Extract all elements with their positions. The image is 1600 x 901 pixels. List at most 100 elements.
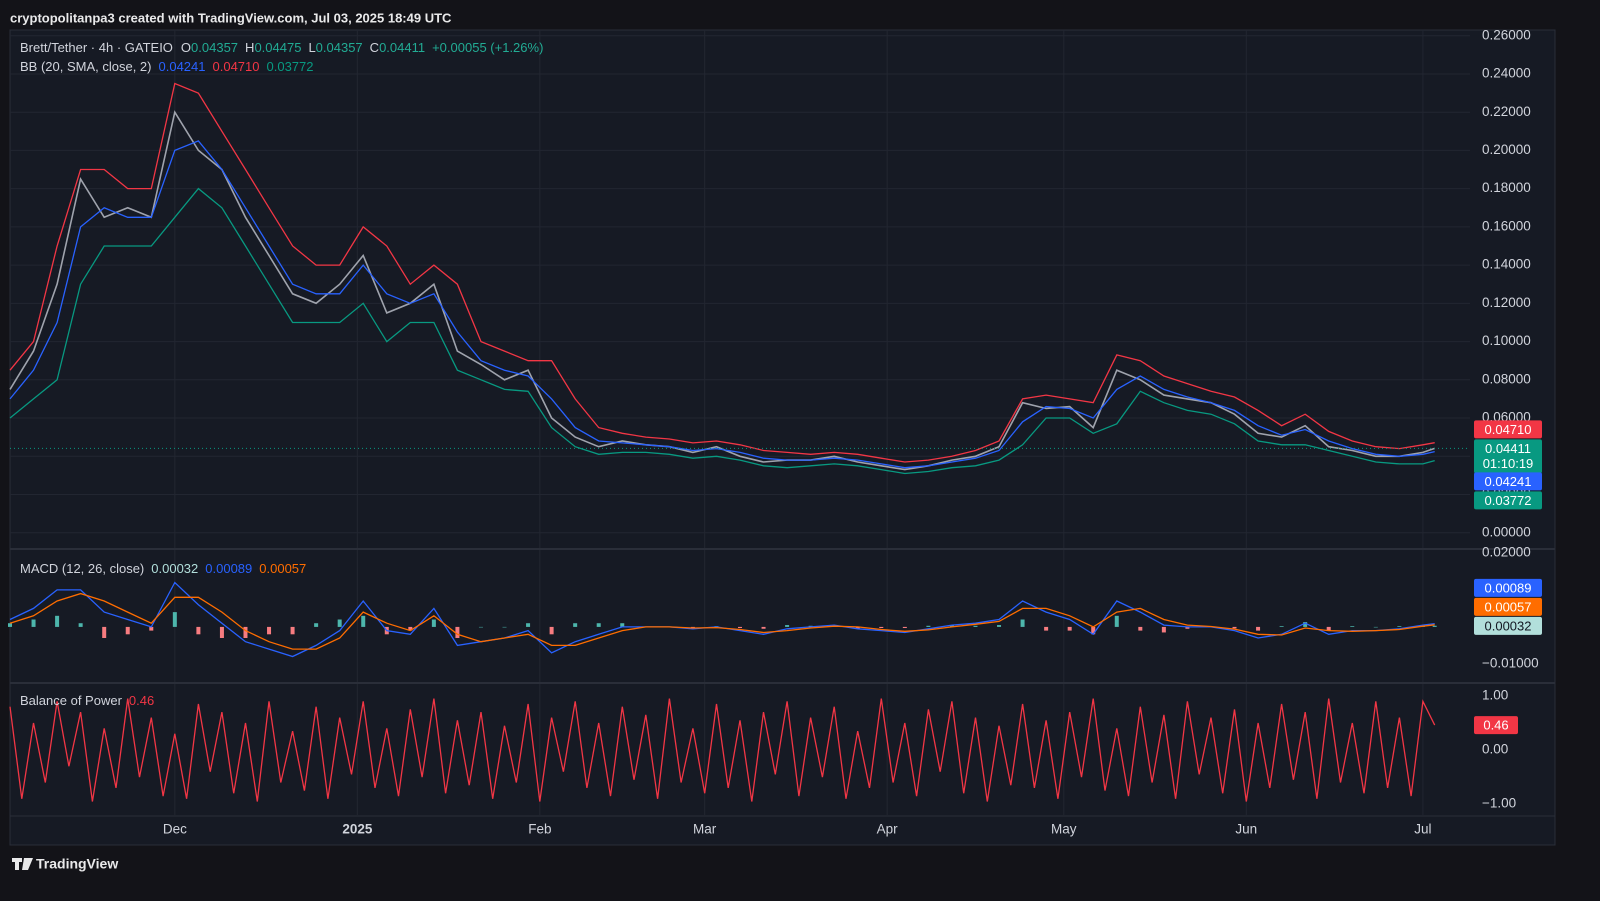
y-tick-label: 0.02000 bbox=[1482, 545, 1531, 560]
histogram-bar bbox=[1162, 627, 1166, 633]
macd-value: 0.00089 bbox=[205, 561, 252, 576]
x-tick-label: Dec bbox=[163, 822, 187, 837]
histogram-bar bbox=[573, 623, 577, 627]
histogram-bar bbox=[503, 627, 507, 628]
signal-badge: 0.00057 bbox=[1485, 599, 1532, 614]
indicator-name: BB (20, SMA, close, 2) bbox=[20, 59, 152, 74]
histogram-bar bbox=[973, 626, 977, 627]
bop-title: Balance of Power bbox=[20, 693, 123, 708]
histogram-bar bbox=[243, 627, 247, 638]
histogram-bar bbox=[126, 627, 130, 634]
x-tick-label: Mar bbox=[693, 822, 717, 837]
histogram-bar bbox=[1374, 627, 1378, 628]
histogram-bar bbox=[926, 626, 930, 627]
y-tick-label: 0.24000 bbox=[1482, 66, 1531, 81]
histogram-bar bbox=[338, 620, 342, 627]
histogram-bar bbox=[8, 623, 12, 627]
y-tick-label: 0.00 bbox=[1482, 742, 1508, 757]
y-tick-label: 1.00 bbox=[1482, 687, 1508, 702]
ohlc-key: L bbox=[308, 40, 315, 55]
brand: TradingView bbox=[12, 856, 118, 872]
legend-line: Brett/Tether · 4h · GATEIOO0.04357H0.044… bbox=[20, 40, 543, 55]
y-tick-label: 0.14000 bbox=[1482, 257, 1531, 272]
y-tick-label: 0.16000 bbox=[1482, 218, 1531, 233]
ohlc-value: 0.04357 bbox=[316, 40, 363, 55]
indicator-value: 0.03772 bbox=[267, 59, 314, 74]
header-text: cryptopolitanpa3 created with TradingVie… bbox=[10, 10, 452, 25]
histogram-bar bbox=[1115, 616, 1119, 627]
macd-title: MACD (12, 26, close) bbox=[20, 561, 144, 576]
histogram-bar bbox=[314, 623, 318, 627]
histogram-bar bbox=[196, 627, 200, 634]
upper-band-badge: 0.04710 bbox=[1485, 422, 1532, 437]
brand-name: TradingView bbox=[36, 856, 118, 872]
bop-badge: 0.46 bbox=[1483, 718, 1508, 733]
histogram-bar bbox=[526, 623, 530, 627]
x-tick-label: Jul bbox=[1414, 822, 1431, 837]
y-tick-label: 0.12000 bbox=[1482, 295, 1531, 310]
histogram-bar bbox=[903, 627, 907, 628]
y-tick-label: −1.00 bbox=[1482, 796, 1516, 811]
histogram-bar bbox=[738, 627, 742, 628]
histogram-bar bbox=[1256, 627, 1260, 631]
y-tick-label: 0.18000 bbox=[1482, 180, 1531, 195]
histogram-bar bbox=[1044, 627, 1048, 631]
histogram-bar bbox=[79, 623, 83, 627]
indicator-legend: BB (20, SMA, close, 2) 0.04241 0.04710 0.03… bbox=[20, 59, 314, 74]
histogram-bar bbox=[432, 620, 436, 627]
ohlc-key: H bbox=[245, 40, 254, 55]
histogram-badge: 0.00032 bbox=[1485, 618, 1532, 633]
histogram-bar bbox=[32, 620, 36, 627]
histogram-bar bbox=[220, 627, 224, 638]
x-tick-label: 2025 bbox=[342, 822, 373, 837]
ohlc-key: O bbox=[181, 40, 191, 55]
histogram-bar bbox=[1233, 627, 1237, 628]
histogram-bar bbox=[173, 612, 177, 627]
histogram-bar bbox=[1397, 626, 1401, 627]
indicator-value: 0.04710 bbox=[213, 59, 260, 74]
countdown: 01:10:19 bbox=[1483, 456, 1534, 471]
price-badge: 0.04411 bbox=[1485, 441, 1531, 456]
x-tick-label: Apr bbox=[877, 822, 899, 837]
macd-value: 0.00057 bbox=[259, 561, 306, 576]
histogram-bar bbox=[1433, 626, 1437, 627]
histogram-bar bbox=[785, 625, 789, 627]
y-tick-label: 0.08000 bbox=[1482, 371, 1531, 386]
ohlc-value: 0.04411 bbox=[379, 40, 425, 55]
y-tick-label: 0.10000 bbox=[1482, 333, 1531, 348]
ohlc-key: C bbox=[370, 40, 379, 55]
histogram-bar bbox=[1138, 627, 1142, 631]
chart-frame bbox=[10, 30, 1555, 845]
histogram-bar bbox=[1280, 626, 1284, 627]
macd-value: 0.00032 bbox=[151, 561, 198, 576]
basis-badge: 0.04241 bbox=[1485, 474, 1532, 489]
histogram-bar bbox=[879, 627, 883, 628]
symbol: Brett/Tether · 4h · GATEIO bbox=[20, 40, 173, 55]
indicator-value: 0.04241 bbox=[159, 59, 206, 74]
histogram-bar bbox=[267, 627, 271, 634]
x-tick-label: Jun bbox=[1235, 822, 1257, 837]
y-tick-label: 0.22000 bbox=[1482, 104, 1531, 119]
histogram-bar bbox=[550, 627, 554, 634]
x-tick-label: May bbox=[1051, 822, 1077, 837]
x-tick-label: Feb bbox=[528, 822, 551, 837]
histogram-bar bbox=[1021, 620, 1025, 627]
macd-legend: MACD (12, 26, close) 0.00032 0.00089 0.0005… bbox=[20, 561, 306, 576]
histogram-bar bbox=[291, 627, 295, 634]
histogram-bar bbox=[1350, 626, 1354, 627]
y-tick-label: 0.00000 bbox=[1482, 524, 1531, 539]
macd-badge: 0.00089 bbox=[1485, 580, 1532, 595]
histogram-bar bbox=[762, 627, 766, 629]
bop-legend: Balance of Power 0.46 bbox=[20, 693, 154, 708]
y-tick-label: −0.01000 bbox=[1482, 655, 1539, 670]
histogram-bar bbox=[55, 616, 59, 627]
histogram-bar bbox=[102, 627, 106, 638]
histogram-bar bbox=[479, 627, 483, 628]
y-tick-label: 0.26000 bbox=[1482, 27, 1531, 42]
lower-band-badge: 0.03772 bbox=[1485, 493, 1532, 508]
histogram-bar bbox=[361, 616, 365, 627]
ohlc-value: 0.04357 bbox=[191, 40, 238, 55]
histogram-bar bbox=[597, 623, 601, 627]
bop-value: 0.46 bbox=[129, 693, 154, 708]
